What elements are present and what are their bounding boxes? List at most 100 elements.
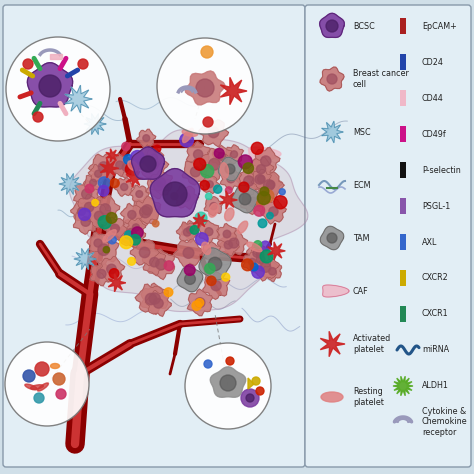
Circle shape [201, 46, 213, 58]
Polygon shape [90, 262, 113, 286]
Ellipse shape [182, 128, 193, 143]
Circle shape [23, 370, 35, 382]
Circle shape [258, 219, 267, 228]
Circle shape [229, 238, 239, 248]
Circle shape [269, 267, 276, 275]
Circle shape [246, 394, 254, 402]
Polygon shape [248, 157, 274, 182]
Circle shape [95, 170, 102, 177]
Polygon shape [176, 222, 198, 243]
Circle shape [252, 266, 264, 278]
Polygon shape [202, 241, 220, 261]
Circle shape [256, 387, 264, 395]
Circle shape [250, 263, 258, 271]
Circle shape [164, 261, 174, 271]
Circle shape [79, 208, 91, 220]
Circle shape [195, 212, 207, 224]
Circle shape [122, 164, 130, 171]
Circle shape [94, 239, 102, 247]
Polygon shape [69, 130, 308, 311]
Circle shape [279, 189, 285, 195]
Circle shape [255, 174, 264, 184]
Circle shape [256, 164, 265, 174]
Text: CXCR1: CXCR1 [422, 310, 448, 319]
Ellipse shape [237, 221, 248, 234]
Circle shape [180, 133, 193, 147]
Polygon shape [252, 254, 280, 281]
Circle shape [39, 75, 61, 97]
Circle shape [153, 220, 159, 227]
Circle shape [185, 343, 271, 429]
Circle shape [190, 226, 199, 234]
Circle shape [186, 227, 193, 233]
Polygon shape [254, 197, 286, 211]
Circle shape [252, 377, 260, 385]
Polygon shape [193, 213, 208, 228]
Polygon shape [84, 114, 106, 135]
Bar [400, 198, 406, 214]
Polygon shape [217, 234, 239, 256]
Polygon shape [114, 178, 134, 196]
Text: PSGL-1: PSGL-1 [422, 201, 450, 210]
Circle shape [205, 264, 215, 273]
Polygon shape [248, 147, 281, 161]
Circle shape [326, 20, 338, 32]
Circle shape [253, 250, 261, 257]
Circle shape [124, 155, 133, 164]
Circle shape [156, 178, 165, 187]
Polygon shape [27, 63, 73, 107]
Polygon shape [212, 146, 232, 167]
Circle shape [208, 248, 215, 255]
Circle shape [84, 202, 94, 212]
Circle shape [171, 192, 178, 200]
Text: AXL: AXL [422, 237, 438, 246]
Circle shape [98, 185, 109, 196]
Circle shape [239, 193, 251, 205]
Polygon shape [109, 154, 130, 176]
Polygon shape [220, 230, 247, 256]
Circle shape [128, 257, 136, 265]
Bar [400, 306, 406, 322]
Circle shape [183, 247, 194, 258]
Circle shape [205, 193, 212, 200]
Circle shape [163, 182, 187, 206]
Circle shape [256, 200, 263, 206]
Polygon shape [204, 197, 223, 216]
Circle shape [196, 299, 204, 307]
Circle shape [122, 142, 130, 151]
Polygon shape [186, 142, 210, 167]
Polygon shape [393, 376, 413, 396]
Polygon shape [177, 266, 203, 292]
Polygon shape [89, 235, 119, 265]
Ellipse shape [182, 129, 198, 137]
Polygon shape [87, 204, 111, 228]
FancyBboxPatch shape [3, 5, 305, 467]
Polygon shape [219, 191, 237, 209]
Circle shape [149, 293, 160, 304]
Circle shape [128, 210, 136, 219]
Polygon shape [320, 331, 345, 356]
Text: CD49f: CD49f [422, 129, 447, 138]
Polygon shape [199, 118, 228, 147]
Circle shape [230, 151, 237, 158]
Circle shape [107, 264, 116, 273]
Polygon shape [142, 249, 166, 275]
Ellipse shape [103, 230, 116, 242]
Circle shape [154, 145, 161, 152]
Ellipse shape [37, 383, 48, 391]
Circle shape [97, 269, 106, 278]
Circle shape [226, 357, 234, 365]
Polygon shape [146, 173, 170, 199]
Polygon shape [231, 185, 259, 213]
Circle shape [256, 255, 265, 264]
Circle shape [249, 258, 256, 265]
Polygon shape [199, 248, 231, 280]
Circle shape [78, 59, 88, 69]
Circle shape [260, 187, 269, 196]
Circle shape [222, 273, 230, 281]
Polygon shape [173, 239, 203, 267]
Text: CD24: CD24 [422, 57, 444, 66]
Circle shape [125, 231, 133, 239]
Text: ECM: ECM [353, 181, 371, 190]
Ellipse shape [209, 203, 218, 217]
